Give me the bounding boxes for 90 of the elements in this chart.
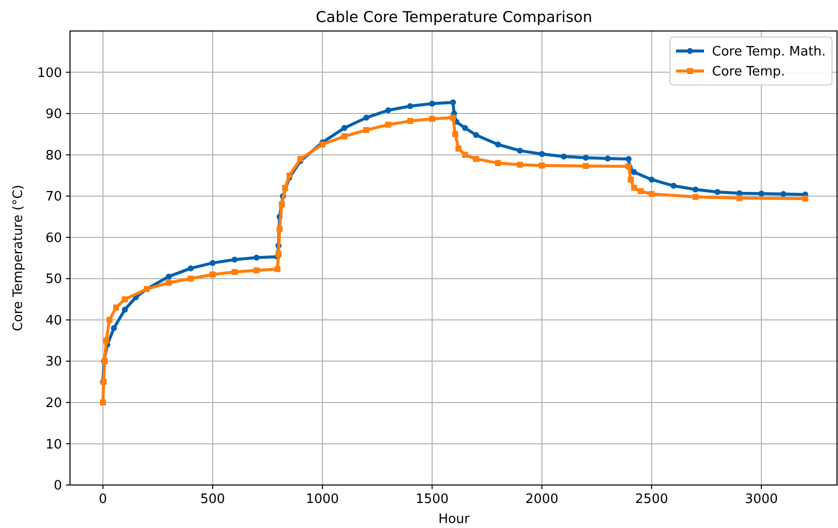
- point: [166, 274, 172, 280]
- point: [407, 118, 414, 124]
- point: [516, 148, 523, 154]
- point: [210, 260, 216, 266]
- point: [341, 133, 348, 140]
- x-tick-label: 500: [200, 492, 226, 507]
- point: [758, 190, 764, 197]
- y-tick-label: 90: [45, 107, 62, 122]
- x-tick-label: 2500: [635, 492, 668, 507]
- point: [297, 156, 304, 162]
- x-axis-title: Hour: [438, 512, 470, 527]
- point: [254, 267, 260, 274]
- point: [462, 124, 468, 131]
- point: [319, 142, 326, 148]
- point: [604, 156, 611, 162]
- point: [473, 156, 480, 162]
- point: [648, 176, 655, 183]
- point: [631, 184, 638, 191]
- point: [429, 116, 436, 122]
- point: [538, 150, 545, 157]
- point: [407, 103, 414, 110]
- point: [232, 269, 238, 276]
- point: [103, 338, 110, 344]
- point: [494, 142, 501, 148]
- y-tick-label: 80: [45, 148, 62, 164]
- x-tick-label: 1000: [306, 492, 339, 507]
- point: [462, 152, 468, 158]
- point: [122, 306, 128, 313]
- point: [494, 160, 501, 166]
- point: [582, 162, 589, 169]
- point: [736, 195, 742, 202]
- point: [363, 127, 370, 134]
- point: [166, 280, 172, 286]
- point: [106, 316, 113, 323]
- point: [516, 162, 523, 168]
- point: [455, 146, 462, 152]
- y-tick-label: 20: [45, 396, 62, 412]
- point: [429, 100, 436, 107]
- point: [473, 132, 480, 138]
- x-tick-label: 0: [98, 492, 108, 507]
- point: [385, 122, 392, 128]
- point: [254, 254, 260, 261]
- y-tick-label: 30: [45, 354, 62, 370]
- point: [802, 196, 808, 202]
- point: [278, 201, 285, 208]
- point: [714, 188, 720, 195]
- point: [276, 226, 283, 232]
- y-tick-label: 70: [45, 190, 62, 205]
- y-axis-title: Core Temperature (°C): [11, 184, 26, 332]
- point: [113, 304, 120, 311]
- point: [450, 99, 456, 106]
- point: [232, 256, 238, 263]
- x-tick-label: 2000: [525, 492, 558, 507]
- point: [670, 182, 677, 189]
- point: [538, 162, 545, 169]
- y-tick-label: 40: [45, 313, 62, 328]
- y-tick-label: 10: [45, 437, 62, 452]
- x-tick-label: 1500: [416, 492, 449, 507]
- point: [780, 191, 786, 198]
- point: [363, 114, 370, 121]
- y-tick-label: 60: [45, 230, 62, 246]
- y-tick-label: 50: [45, 272, 62, 288]
- legend-label: Core Temp.: [712, 64, 785, 80]
- point: [582, 154, 589, 161]
- chart-title: Cable Core Temperature Comparison: [316, 8, 592, 26]
- point: [188, 265, 194, 272]
- point: [100, 399, 106, 406]
- legend-label: Core Temp. Math.: [712, 44, 826, 60]
- point: [110, 325, 117, 332]
- point: [631, 169, 638, 176]
- point: [638, 188, 644, 194]
- point: [560, 153, 567, 160]
- point: [628, 176, 634, 183]
- point: [692, 194, 699, 200]
- point: [450, 114, 456, 121]
- point: [276, 250, 282, 257]
- point: [648, 191, 655, 198]
- point: [692, 186, 699, 192]
- point: [282, 184, 288, 191]
- x-tick-label: 3000: [744, 492, 778, 507]
- point: [341, 124, 348, 131]
- point: [385, 107, 392, 114]
- point: [626, 156, 632, 162]
- y-tick-label: 0: [54, 478, 62, 494]
- y-tick-label: 100: [37, 66, 62, 81]
- point: [274, 266, 280, 272]
- point: [210, 272, 216, 278]
- point: [452, 131, 458, 138]
- point: [188, 276, 194, 282]
- point: [122, 296, 128, 302]
